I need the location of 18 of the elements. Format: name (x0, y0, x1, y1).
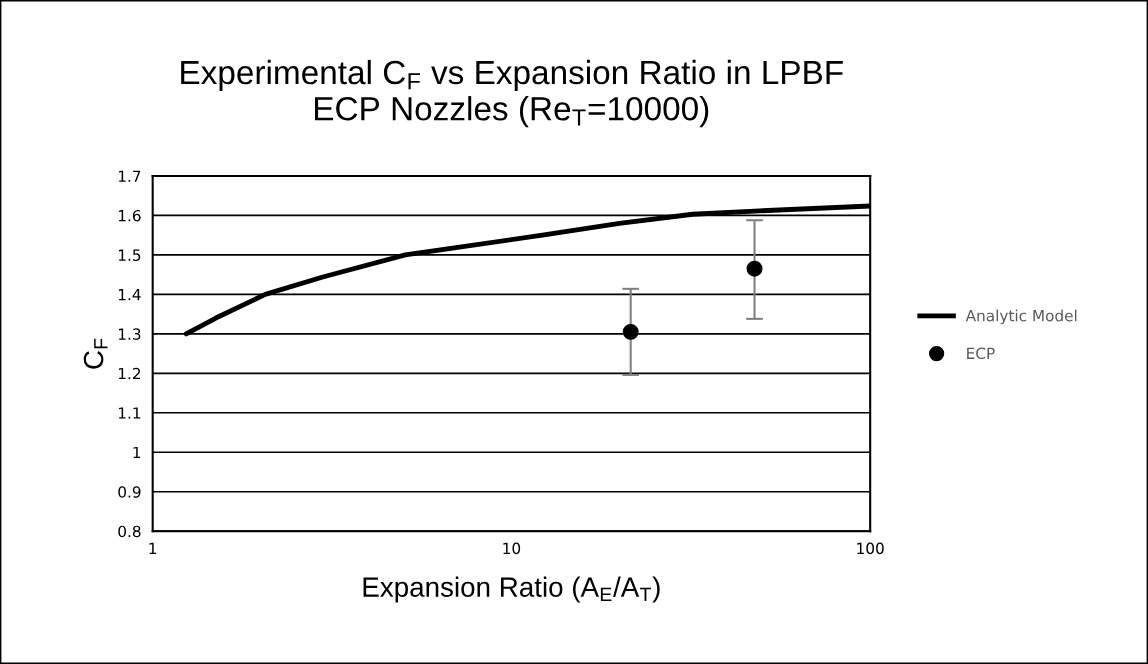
legend-label: ECP (967, 347, 995, 360)
y-tick-label: 1.1 (118, 407, 141, 419)
y-tick-label: 1.4 (118, 289, 141, 301)
chart-title: Experimental C$_{F}$ vs Expansion Ratio in LPBF ECP Nozzles (Re$_{T}$=10000) (181, 59, 843, 128)
x-axis-title: Expansion Ratio (A$_{E}$/A$_{T}$) (363, 576, 660, 603)
y-tick-label: 1.6 (118, 209, 141, 222)
y-tick-label: 0.9 (118, 486, 141, 498)
y-tick-label: 1 (133, 446, 141, 459)
y-tick-label: 1.5 (118, 249, 141, 261)
x-tick-label: 1 (149, 542, 157, 554)
y-axis-title: C$_{F}$ (83, 338, 108, 369)
y-tick-label: 0.8 (118, 525, 141, 538)
x-tick-label: 100 (857, 542, 884, 555)
y-tick-label: 1.7 (118, 170, 141, 182)
y-tick-label: 1.2 (118, 367, 141, 380)
x-tick-label: 10 (503, 542, 521, 555)
y-tick-label: 1.3 (118, 328, 141, 340)
legend-label: Analytic Model (965, 309, 1077, 325)
